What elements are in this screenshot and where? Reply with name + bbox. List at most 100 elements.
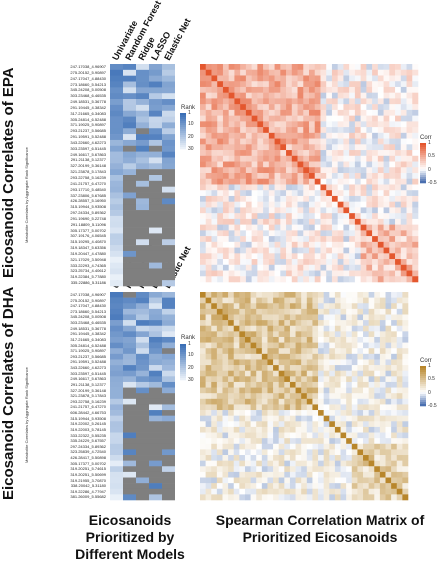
- epa-corr-cell: [354, 167, 361, 174]
- epa-corr-cell: [268, 81, 275, 88]
- dha-corr-cell: [385, 415, 392, 422]
- dha-corr-cell: [211, 370, 218, 377]
- dha-corr-cell: [284, 432, 291, 439]
- epa-corr-cell: [234, 190, 241, 197]
- epa-corr-cell: [286, 241, 293, 248]
- epa-corr-cell: [372, 190, 379, 197]
- epa-corr-cell: [245, 207, 252, 214]
- epa-rank-cell: [136, 128, 149, 135]
- dha-corr-cell: [334, 483, 341, 490]
- epa-corr-cell: [257, 150, 264, 157]
- epa-corr-cell: [383, 276, 390, 283]
- epa-corr-cell: [228, 81, 235, 88]
- epa-corr-cell: [395, 241, 402, 248]
- epa-rank-cell: [110, 157, 123, 164]
- dha-corr-cell: [351, 393, 358, 400]
- epa-corr-cell: [337, 167, 344, 174]
- epa-corr-cell: [280, 127, 287, 134]
- epa-rank-cell: [110, 128, 123, 135]
- dha-corr-cell: [284, 303, 291, 310]
- epa-rank-cell: [123, 186, 136, 193]
- epa-corr-cell: [268, 75, 275, 82]
- dha-rank-cell: [123, 415, 136, 422]
- dha-corr-cell: [278, 415, 285, 422]
- dha-corr-cell: [334, 393, 341, 400]
- epa-corr-cell: [211, 213, 218, 220]
- dha-corr-cell: [391, 297, 398, 304]
- epa-corr-cell: [314, 144, 321, 151]
- epa-corr-cell: [326, 104, 333, 111]
- dha-corr-cell: [295, 494, 302, 501]
- dha-rank-cell: [149, 292, 162, 298]
- dha-rank-legend-swatch: [180, 372, 186, 375]
- epa-corr-cell: [406, 253, 413, 260]
- epa-corr-cell: [234, 276, 241, 283]
- epa-corr-cell: [372, 64, 379, 71]
- epa-corr-cell: [263, 155, 270, 162]
- epa-corr-cell: [326, 127, 333, 134]
- epa-corr-cell: [343, 207, 350, 214]
- dha-corr-cell: [289, 320, 296, 327]
- epa-corr-cell: [412, 224, 419, 231]
- epa-corr-cell: [337, 201, 344, 208]
- epa-corr-cell: [395, 132, 402, 139]
- epa-corr-cell: [257, 178, 264, 185]
- dha-corr-cell: [216, 404, 223, 411]
- epa-corr-cell: [297, 173, 304, 180]
- epa-corr-cell: [280, 69, 287, 76]
- dha-corr-cell: [385, 336, 392, 343]
- epa-corr-cell: [286, 184, 293, 191]
- epa-rank-cell: [162, 239, 175, 246]
- epa-corr-cell: [205, 81, 212, 88]
- dha-corr-cell: [340, 381, 347, 388]
- epa-corr-cell: [268, 218, 275, 225]
- epa-corr-cell: [211, 150, 218, 157]
- dha-rank-cell: [162, 292, 175, 298]
- epa-corr-cell: [268, 195, 275, 202]
- epa-corr-cell: [245, 115, 252, 122]
- dha-corr-cell: [250, 449, 257, 456]
- dha-metabolite-label: 247.17038_4.96907: [70, 292, 106, 297]
- epa-corr-cell: [222, 253, 229, 260]
- dha-corr-cell: [385, 376, 392, 383]
- epa-corr-cell: [406, 276, 413, 283]
- dha-corr-cell: [256, 443, 263, 450]
- dha-corr-cell: [205, 297, 212, 304]
- epa-corr-cell: [326, 178, 333, 185]
- epa-corr-cell: [354, 64, 361, 71]
- epa-corr-cell: [280, 86, 287, 93]
- dha-corr-cell: [250, 292, 257, 298]
- epa-corr-cell: [217, 184, 224, 191]
- epa-corr-cell: [314, 264, 321, 271]
- epa-corr-cell: [400, 247, 407, 254]
- dha-corr-cell: [284, 488, 291, 495]
- dha-corr-cell: [289, 348, 296, 355]
- epa-rank-cell: [162, 245, 175, 252]
- epa-corr-cell: [354, 109, 361, 116]
- epa-corr-cell: [240, 184, 247, 191]
- dha-corr-cell: [346, 494, 353, 501]
- dha-corr-cell: [273, 325, 280, 332]
- dha-corr-cell: [239, 336, 246, 343]
- epa-corr-cell: [257, 259, 264, 266]
- epa-corr-cell: [354, 253, 361, 260]
- epa-corr-cell: [395, 190, 402, 197]
- epa-corr-cell: [383, 201, 390, 208]
- epa-corr-cell: [331, 247, 338, 254]
- dha-corr-cell: [244, 398, 251, 405]
- dha-corr-cell: [368, 331, 375, 338]
- epa-corr-cell: [383, 138, 390, 145]
- epa-corr-cell: [291, 150, 298, 157]
- epa-corr-cell: [360, 201, 367, 208]
- dha-corr-cell: [256, 415, 263, 422]
- dha-corr-cell: [244, 449, 251, 456]
- dha-corr-cell: [351, 466, 358, 473]
- epa-corr-cell: [320, 92, 327, 99]
- epa-rank-cell: [162, 157, 175, 164]
- dha-corr-cell: [334, 432, 341, 439]
- epa-corr-cell: [297, 259, 304, 266]
- epa-corr-cell: [297, 236, 304, 243]
- dha-corr-cell: [301, 393, 308, 400]
- epa-corr-cell: [257, 144, 264, 151]
- dha-corr-cell: [216, 483, 223, 490]
